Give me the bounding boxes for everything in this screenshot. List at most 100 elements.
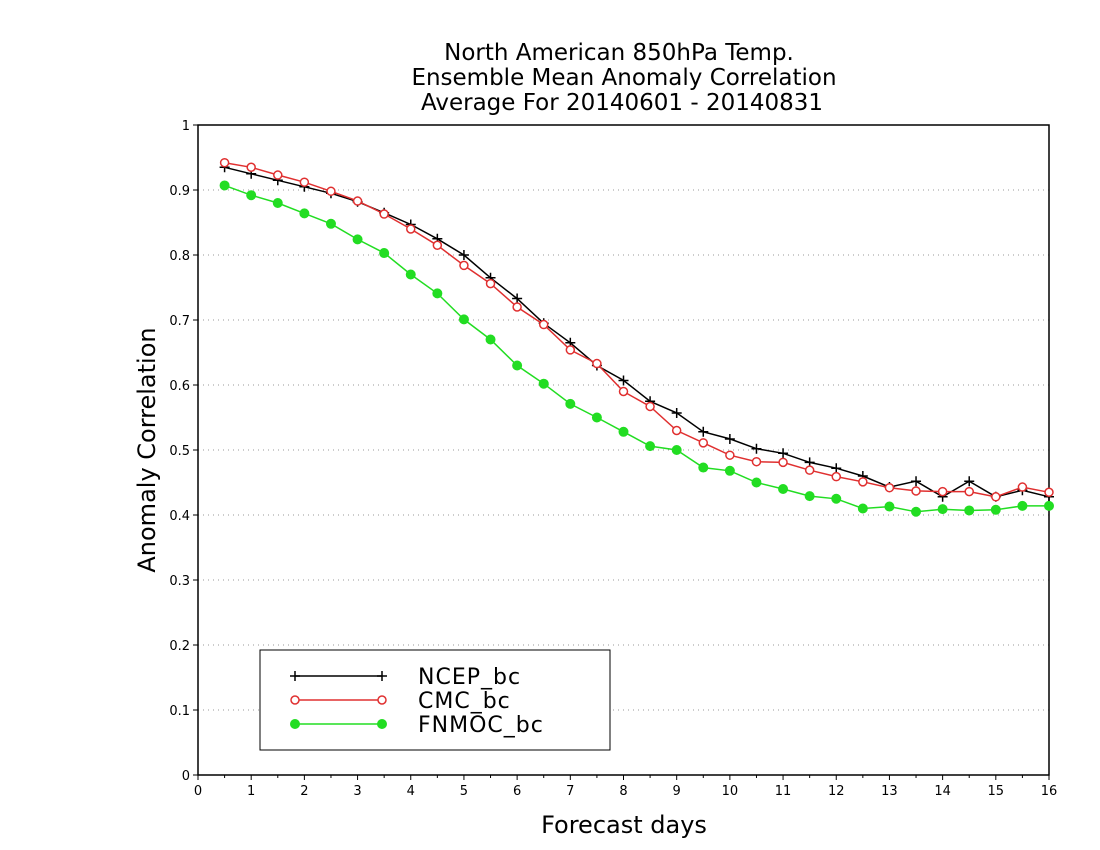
title-line-1: North American 850hPa Temp. bbox=[444, 40, 794, 66]
data-point bbox=[858, 477, 868, 487]
data-point bbox=[458, 314, 469, 325]
x-tick-label: 0 bbox=[194, 784, 202, 799]
data-point bbox=[512, 360, 523, 371]
data-point bbox=[991, 492, 1001, 502]
title-line-2: Ensemble Mean Anomaly Correlation bbox=[411, 65, 836, 91]
x-tick-label: 1 bbox=[247, 784, 255, 799]
x-tick-label: 4 bbox=[407, 784, 415, 799]
series-cmc-bc bbox=[219, 157, 1054, 502]
y-tick-label: 0.7 bbox=[169, 314, 190, 329]
data-point bbox=[379, 209, 389, 219]
data-point bbox=[964, 505, 975, 516]
data-point bbox=[990, 504, 1001, 515]
title-line-3: Average For 20140601 - 20140831 bbox=[421, 90, 823, 116]
series-line bbox=[224, 161, 1050, 498]
data-point bbox=[352, 196, 363, 206]
plot-frame bbox=[197, 124, 1050, 776]
legend-marker bbox=[290, 671, 300, 681]
data-point bbox=[458, 250, 469, 260]
data-point bbox=[778, 457, 788, 468]
data-series bbox=[219, 157, 1054, 517]
data-point bbox=[299, 208, 310, 219]
x-tick-label: 16 bbox=[1041, 784, 1058, 799]
data-point bbox=[565, 398, 576, 409]
y-tick-label: 0 bbox=[182, 769, 190, 784]
x-tick-label: 13 bbox=[881, 784, 898, 799]
data-point bbox=[592, 358, 602, 369]
data-point bbox=[724, 433, 735, 444]
gridlines bbox=[198, 189, 1049, 711]
x-tick-label: 15 bbox=[988, 784, 1005, 799]
x-tick-label: 2 bbox=[300, 784, 308, 799]
data-point bbox=[219, 180, 230, 191]
y-tick-label: 0.3 bbox=[169, 574, 190, 589]
legend-item: CMC_bc bbox=[290, 689, 510, 714]
data-point bbox=[937, 486, 948, 497]
data-point bbox=[911, 486, 921, 496]
data-point bbox=[857, 503, 868, 514]
x-tick-label: 3 bbox=[353, 784, 361, 799]
axes: 00.10.20.30.40.50.60.70.80.910 1 2 3 4 5 6 7 8 9 1… bbox=[169, 119, 1057, 799]
data-point bbox=[778, 484, 789, 494]
y-tick-label: 1 bbox=[182, 119, 190, 134]
x-tick-label: 14 bbox=[934, 784, 951, 799]
data-point bbox=[325, 218, 336, 229]
legend-marker bbox=[290, 695, 300, 705]
x-axis-label: Forecast days bbox=[541, 811, 707, 839]
data-point bbox=[884, 501, 895, 512]
data-point bbox=[1017, 500, 1028, 511]
legend-item: FNMOC_bc bbox=[290, 713, 544, 738]
data-point bbox=[884, 482, 895, 493]
x-tick-label: 7 bbox=[566, 784, 574, 799]
x-tick-label: 9 bbox=[673, 784, 681, 799]
legend-marker bbox=[290, 719, 300, 729]
x-tick-label: 5 bbox=[460, 784, 468, 799]
data-point bbox=[724, 465, 735, 476]
series-line bbox=[224, 184, 1049, 513]
data-point bbox=[326, 186, 336, 197]
data-point bbox=[645, 401, 655, 412]
series-line bbox=[224, 166, 1050, 498]
legend-label: FNMOC_bc bbox=[418, 713, 544, 738]
data-point bbox=[804, 491, 815, 502]
y-tick-label: 0.5 bbox=[169, 444, 190, 459]
data-point bbox=[591, 412, 602, 423]
data-point bbox=[618, 375, 629, 386]
data-point bbox=[485, 278, 496, 289]
data-point bbox=[459, 260, 469, 271]
y-tick-label: 0.1 bbox=[169, 704, 190, 719]
chart-title: North American 850hPa Temp. Ensemble Mea… bbox=[411, 40, 836, 116]
data-point bbox=[778, 448, 789, 459]
series-fnmoc-bc bbox=[219, 180, 1054, 517]
y-tick-label: 0.8 bbox=[169, 249, 190, 264]
data-point bbox=[565, 345, 576, 355]
data-point bbox=[725, 450, 735, 460]
x-tick-label: 8 bbox=[619, 784, 627, 799]
legend-marker bbox=[377, 671, 387, 681]
data-point bbox=[246, 162, 256, 172]
data-point bbox=[1044, 487, 1054, 497]
series-ncep-bc bbox=[219, 162, 1054, 502]
data-point bbox=[831, 463, 842, 474]
data-point bbox=[831, 493, 842, 504]
y-tick-label: 0.2 bbox=[169, 639, 190, 654]
data-point bbox=[406, 224, 416, 234]
data-point bbox=[911, 506, 922, 517]
data-point bbox=[485, 334, 496, 345]
data-point bbox=[219, 157, 230, 168]
data-point bbox=[751, 456, 762, 467]
data-point bbox=[405, 269, 416, 280]
data-point bbox=[645, 441, 656, 452]
data-point bbox=[512, 302, 522, 312]
legend-label: NCEP_bc bbox=[418, 665, 521, 690]
data-point bbox=[698, 426, 709, 437]
y-tick-label: 0.9 bbox=[169, 184, 190, 199]
data-point bbox=[831, 471, 841, 482]
data-point bbox=[273, 170, 283, 180]
data-point bbox=[618, 386, 629, 397]
legend-marker bbox=[377, 695, 387, 705]
x-tick-label: 12 bbox=[828, 784, 845, 799]
x-tick-label: 10 bbox=[722, 784, 739, 799]
